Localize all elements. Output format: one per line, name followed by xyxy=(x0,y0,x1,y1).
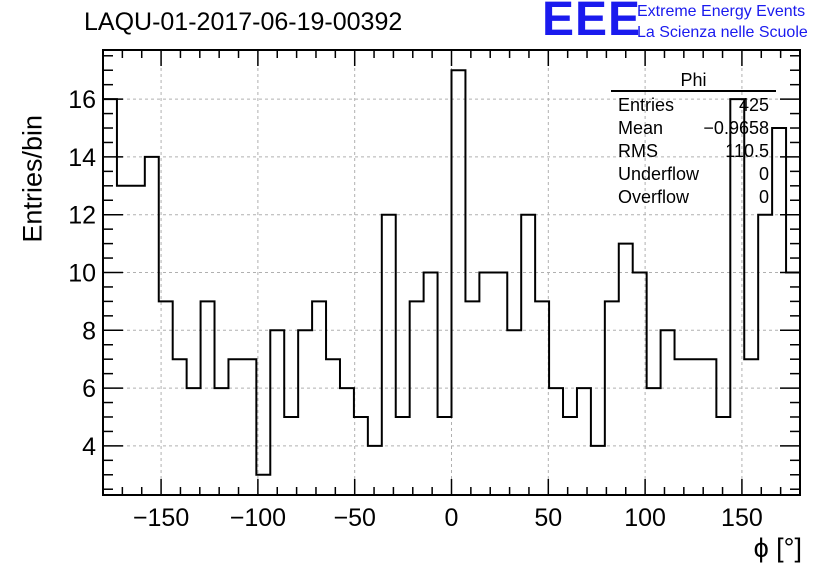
histogram-bin xyxy=(688,359,702,495)
histogram-bin xyxy=(103,99,117,495)
histogram-bin xyxy=(173,359,187,495)
stats-box: Phi Entries 425 Mean −0.9658 RMS 110.5 U… xyxy=(611,70,776,209)
stats-row-entries: Entries 425 xyxy=(611,94,776,117)
stats-value: 0 xyxy=(758,187,769,207)
y-axis-label: Entries/bin xyxy=(17,115,48,243)
axis-tick-labels: −150 −100 −50 0 50 100 150 4 6 8 10 12 14 16 xyxy=(68,86,763,532)
stats-value: 0 xyxy=(758,164,769,184)
stats-row-overflow: Overflow 0 xyxy=(611,186,776,209)
y-tick-label: 10 xyxy=(68,260,96,288)
histogram-bin xyxy=(563,417,577,495)
histogram-bin xyxy=(145,157,159,495)
eee-logo: EEE xyxy=(542,0,642,46)
x-tick-label: 150 xyxy=(721,504,763,532)
histogram-bin xyxy=(215,388,229,495)
histogram-bin xyxy=(354,417,368,495)
histogram-bin xyxy=(716,417,730,495)
logo-text-line2: La Scienza nelle Scuole xyxy=(637,24,808,41)
stats-value: 110.5 xyxy=(725,141,769,161)
y-tick-label: 16 xyxy=(68,86,96,114)
y-tick-label: 8 xyxy=(82,317,96,345)
histogram-bin xyxy=(326,359,340,495)
x-tick-label: −50 xyxy=(333,504,375,532)
histogram-bin xyxy=(633,273,647,496)
histogram-bin xyxy=(479,273,493,496)
logo-text-line1: Extreme Energy Events xyxy=(637,3,806,20)
x-axis-label: ϕ [°] xyxy=(753,533,802,563)
x-tick-label: 50 xyxy=(534,504,562,532)
stats-value: −0.9658 xyxy=(703,118,769,138)
y-tick-label: 12 xyxy=(68,202,96,230)
chart-title: LAQU-01-2017-06-19-00392 xyxy=(84,8,403,36)
histogram-bin xyxy=(675,359,689,495)
histogram-bin xyxy=(131,186,145,495)
histogram-bin xyxy=(368,446,382,495)
histogram-bin xyxy=(382,215,396,495)
histogram-bin xyxy=(284,417,298,495)
axis-ticks xyxy=(103,50,800,495)
y-tick-label: 14 xyxy=(68,144,96,172)
histogram-bin xyxy=(744,359,758,495)
histogram-bin xyxy=(758,215,772,495)
histogram-bin xyxy=(340,388,354,495)
stats-key: Mean xyxy=(618,118,664,138)
histogram-outline xyxy=(103,69,800,495)
histogram-bin xyxy=(661,330,675,495)
x-tick-label: 0 xyxy=(445,504,459,532)
histogram-bin xyxy=(605,301,619,495)
histogram-bin xyxy=(396,417,410,495)
histogram-bin xyxy=(619,244,633,495)
x-tick-label: −150 xyxy=(133,504,189,532)
histogram-bin xyxy=(424,273,438,496)
histogram-bin xyxy=(187,388,201,495)
stats-row-underflow: Underflow 0 xyxy=(611,163,776,186)
histogram-bin xyxy=(647,388,661,495)
histogram-bin xyxy=(270,330,284,495)
histogram-bin xyxy=(242,359,256,495)
stats-row-mean: Mean −0.9658 xyxy=(611,117,776,140)
stats-key: Entries xyxy=(618,95,675,115)
histogram-bin xyxy=(507,330,521,495)
histogram-bin xyxy=(117,186,131,495)
y-tick-label: 4 xyxy=(82,433,96,461)
histogram-bin xyxy=(786,273,800,496)
histogram-bin xyxy=(591,446,605,495)
stats-name: Phi xyxy=(611,70,776,92)
histogram-bin xyxy=(493,273,507,496)
histogram-bin xyxy=(521,215,535,495)
x-tick-label: −100 xyxy=(230,504,286,532)
y-tick-label: 6 xyxy=(82,375,96,403)
histogram-bin xyxy=(702,359,716,495)
stats-key: Overflow xyxy=(618,187,690,207)
histogram-bin xyxy=(452,70,466,495)
x-tick-label: 100 xyxy=(624,504,666,532)
histogram-bin xyxy=(549,388,563,495)
stats-key: RMS xyxy=(618,141,658,161)
histogram-bin xyxy=(577,388,591,495)
stats-key: Underflow xyxy=(618,164,700,184)
histogram-bin xyxy=(228,359,242,495)
histogram-bin xyxy=(298,330,312,495)
histogram-bin xyxy=(438,417,452,495)
stats-row-rms: RMS 110.5 xyxy=(611,140,776,163)
stats-value: 425 xyxy=(738,95,769,115)
